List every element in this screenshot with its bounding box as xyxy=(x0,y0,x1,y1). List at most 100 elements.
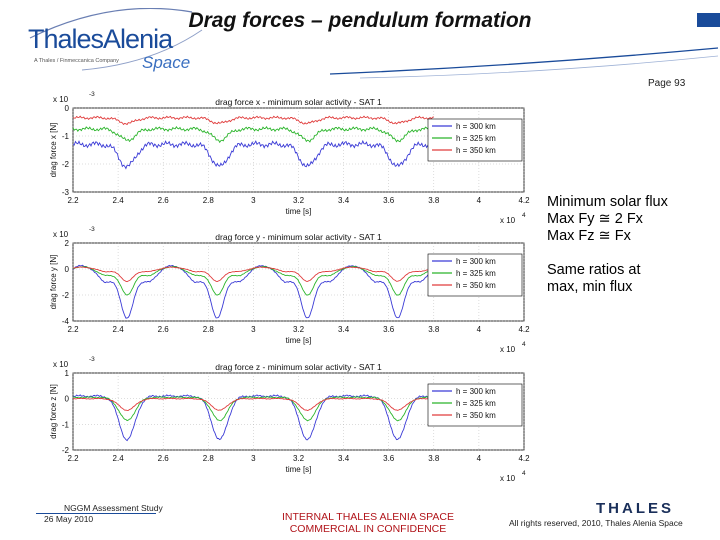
legend-entry: h = 300 km xyxy=(456,257,496,266)
footer-internal: INTERNAL THALES ALENIA SPACE xyxy=(282,511,454,523)
thales-alenia-space-logo: ThalesAlenia A Thales / Finmeccanica Com… xyxy=(22,7,222,72)
series-line-1 xyxy=(72,394,434,442)
y-tick-label: -1 xyxy=(62,420,70,429)
x-exponent-label: x 10 xyxy=(500,474,516,483)
series-line-3 xyxy=(72,115,434,126)
y-tick-label: -1 xyxy=(62,132,70,141)
x-tick-label: 3 xyxy=(251,325,256,334)
page-number-label: Page 93 xyxy=(648,78,686,89)
footer-left: NGGM Assessment Study 26 May 2010 xyxy=(36,503,163,525)
x-tick-label: 3.6 xyxy=(383,325,395,334)
thales-logo-text: THALES xyxy=(596,500,674,515)
x-tick-label: 3.8 xyxy=(428,325,440,334)
x-tick-label: 3.2 xyxy=(293,325,305,334)
footer-divider xyxy=(36,513,156,514)
x-axis-label: time [s] xyxy=(286,465,312,474)
x-tick-label: 4 xyxy=(477,454,482,463)
x-tick-label: 2.8 xyxy=(203,325,215,334)
x-exponent-power: 4 xyxy=(522,470,526,477)
corner-square-icon xyxy=(697,13,720,27)
note-min-solar-flux: Minimum solar flux xyxy=(547,194,668,210)
footer-date: 26 May 2010 xyxy=(44,514,94,524)
x-tick-label: 4.2 xyxy=(518,196,530,205)
y-tick-label: -4 xyxy=(62,317,70,326)
y-tick-label: -2 xyxy=(62,160,70,169)
series-line-1 xyxy=(72,264,434,319)
x-tick-label: 2.4 xyxy=(113,454,125,463)
x-tick-label: 2.6 xyxy=(158,454,170,463)
y-tick-label: -2 xyxy=(62,446,70,455)
x-axis-label: time [s] xyxy=(286,336,312,345)
series-line-2 xyxy=(72,125,435,144)
x-tick-label: 3.4 xyxy=(338,325,350,334)
y-tick-label: 0 xyxy=(65,104,70,113)
series-line-2 xyxy=(72,265,434,296)
x-tick-label: 2.6 xyxy=(158,196,170,205)
footer-copyright: All rights reserved, 2010, Thales Alenia… xyxy=(509,518,683,528)
x-tick-label: 3.8 xyxy=(428,454,440,463)
x-tick-label: 3.4 xyxy=(338,454,350,463)
x-tick-label: 2.8 xyxy=(203,454,215,463)
legend-entry: h = 325 km xyxy=(456,134,496,143)
x-tick-label: 4 xyxy=(477,196,482,205)
logo-tagline-text: A Thales / Finmeccanica Company xyxy=(34,58,119,64)
y-exponent-label: x 10 xyxy=(53,95,69,104)
y-exponent-power: -3 xyxy=(89,226,95,233)
y-exponent-label: x 10 xyxy=(53,230,69,239)
x-tick-label: 4 xyxy=(477,325,482,334)
note-max-fy: Max Fy ≅ 2 Fx xyxy=(547,211,643,227)
page-title: Drag forces – pendulum formation xyxy=(188,9,532,32)
x-tick-label: 3.6 xyxy=(383,454,395,463)
logo-main-text: ThalesAlenia xyxy=(28,24,174,54)
x-tick-label: 2.2 xyxy=(67,454,79,463)
x-exponent-power: 4 xyxy=(522,212,526,219)
y-tick-label: 1 xyxy=(65,369,70,378)
y-exponent-power: -3 xyxy=(89,91,95,98)
note-max-fz: Max Fz ≅ Fx xyxy=(547,228,631,244)
x-exponent-power: 4 xyxy=(522,341,526,348)
legend-entry: h = 350 km xyxy=(456,411,496,420)
legend-entry: h = 300 km xyxy=(456,387,496,396)
y-axis-label: drag force z [N] xyxy=(49,384,58,439)
x-tick-label: 2.2 xyxy=(67,325,79,334)
y-tick-label: -3 xyxy=(62,188,70,197)
legend-entry: h = 300 km xyxy=(456,122,496,131)
series-line-3 xyxy=(72,397,434,411)
chart-title: drag force y - minimum solar activity - … xyxy=(215,232,382,242)
y-tick-label: 0 xyxy=(65,265,70,274)
footer-confidentiality: INTERNAL THALES ALENIA SPACE COMMERCIAL … xyxy=(248,511,488,535)
note-same-ratios: Same ratios at xyxy=(547,262,641,278)
x-tick-label: 3 xyxy=(251,196,256,205)
series-line-3 xyxy=(72,266,434,283)
y-tick-label: 2 xyxy=(65,239,70,248)
y-exponent-power: -3 xyxy=(89,356,95,363)
y-tick-label: -2 xyxy=(62,291,70,300)
legend-entry: h = 350 km xyxy=(456,146,496,155)
side-notes: Minimum solar flux Max Fy ≅ 2 Fx Max Fz … xyxy=(547,194,668,296)
chart-title: drag force z - minimum solar activity - … xyxy=(215,362,382,372)
series-line-2 xyxy=(72,396,434,422)
x-axis-label: time [s] xyxy=(286,207,312,216)
x-tick-label: 3.8 xyxy=(428,196,440,205)
y-axis-label: drag force x [N] xyxy=(49,123,58,178)
logo-swoosh-icon xyxy=(29,7,193,39)
x-tick-label: 2.2 xyxy=(67,196,79,205)
thales-logo: THALES xyxy=(596,500,674,515)
x-exponent-label: x 10 xyxy=(500,345,516,354)
x-exponent-label: x 10 xyxy=(500,216,516,225)
footer-study-name: NGGM Assessment Study xyxy=(64,503,163,513)
x-tick-label: 3.2 xyxy=(293,196,305,205)
chart-title: drag force x - minimum solar activity - … xyxy=(215,97,382,107)
x-tick-label: 2.6 xyxy=(158,325,170,334)
x-tick-label: 2.4 xyxy=(113,196,125,205)
legend-entry: h = 325 km xyxy=(456,269,496,278)
x-tick-label: 3 xyxy=(251,454,256,463)
header-swoosh-icon xyxy=(329,47,719,79)
x-tick-label: 2.4 xyxy=(113,325,125,334)
x-tick-label: 4.2 xyxy=(518,325,530,334)
x-tick-label: 3.4 xyxy=(338,196,350,205)
x-tick-label: 3.6 xyxy=(383,196,395,205)
y-tick-label: 0 xyxy=(65,395,70,404)
y-axis-label: drag force y [N] xyxy=(49,255,58,310)
